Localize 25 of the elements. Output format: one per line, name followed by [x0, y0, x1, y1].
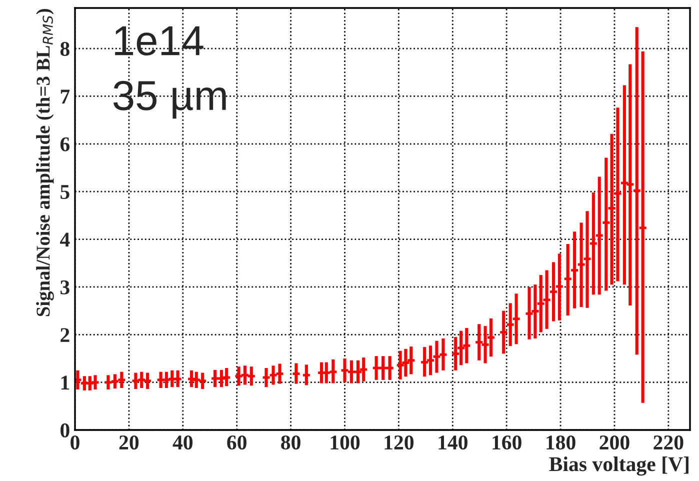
y-axis-title: Signal/Noise amplitude (th=3 BL$_{RMS}$) — [36, 8, 54, 316]
x-tick-label: 140 — [438, 435, 468, 450]
annotation: 1e14 — [115, 26, 204, 56]
y-tick-label: 6 — [60, 137, 70, 152]
y-tick-label: 3 — [60, 280, 70, 294]
y-tick-label: 0 — [60, 423, 70, 438]
x-tick-label: 100 — [330, 435, 360, 450]
y-tick-label: 2 — [60, 328, 70, 342]
y-tick-label: 7 — [60, 90, 70, 104]
annotation: 35 µm — [113, 80, 226, 119]
x-tick-label: 160 — [492, 435, 522, 450]
x-tick-label: 200 — [600, 435, 630, 450]
x-tick-label: 0 — [70, 435, 80, 450]
y-tick-label: 4 — [60, 232, 70, 246]
y-tick-label: 8 — [60, 42, 70, 56]
x-tick-label: 80 — [281, 435, 300, 450]
x-tick-label: 180 — [546, 435, 576, 450]
x-tick-label: 220 — [654, 435, 684, 450]
x-axis-title: Bias voltage [V] — [549, 456, 688, 476]
y-tick-label: 1 — [61, 376, 70, 390]
x-tick-label: 60 — [227, 435, 246, 450]
x-tick-label: 40 — [172, 435, 193, 450]
x-tick-label: 20 — [119, 435, 139, 450]
y-tick-label: 5 — [60, 185, 70, 200]
x-tick-label: 120 — [384, 435, 414, 450]
